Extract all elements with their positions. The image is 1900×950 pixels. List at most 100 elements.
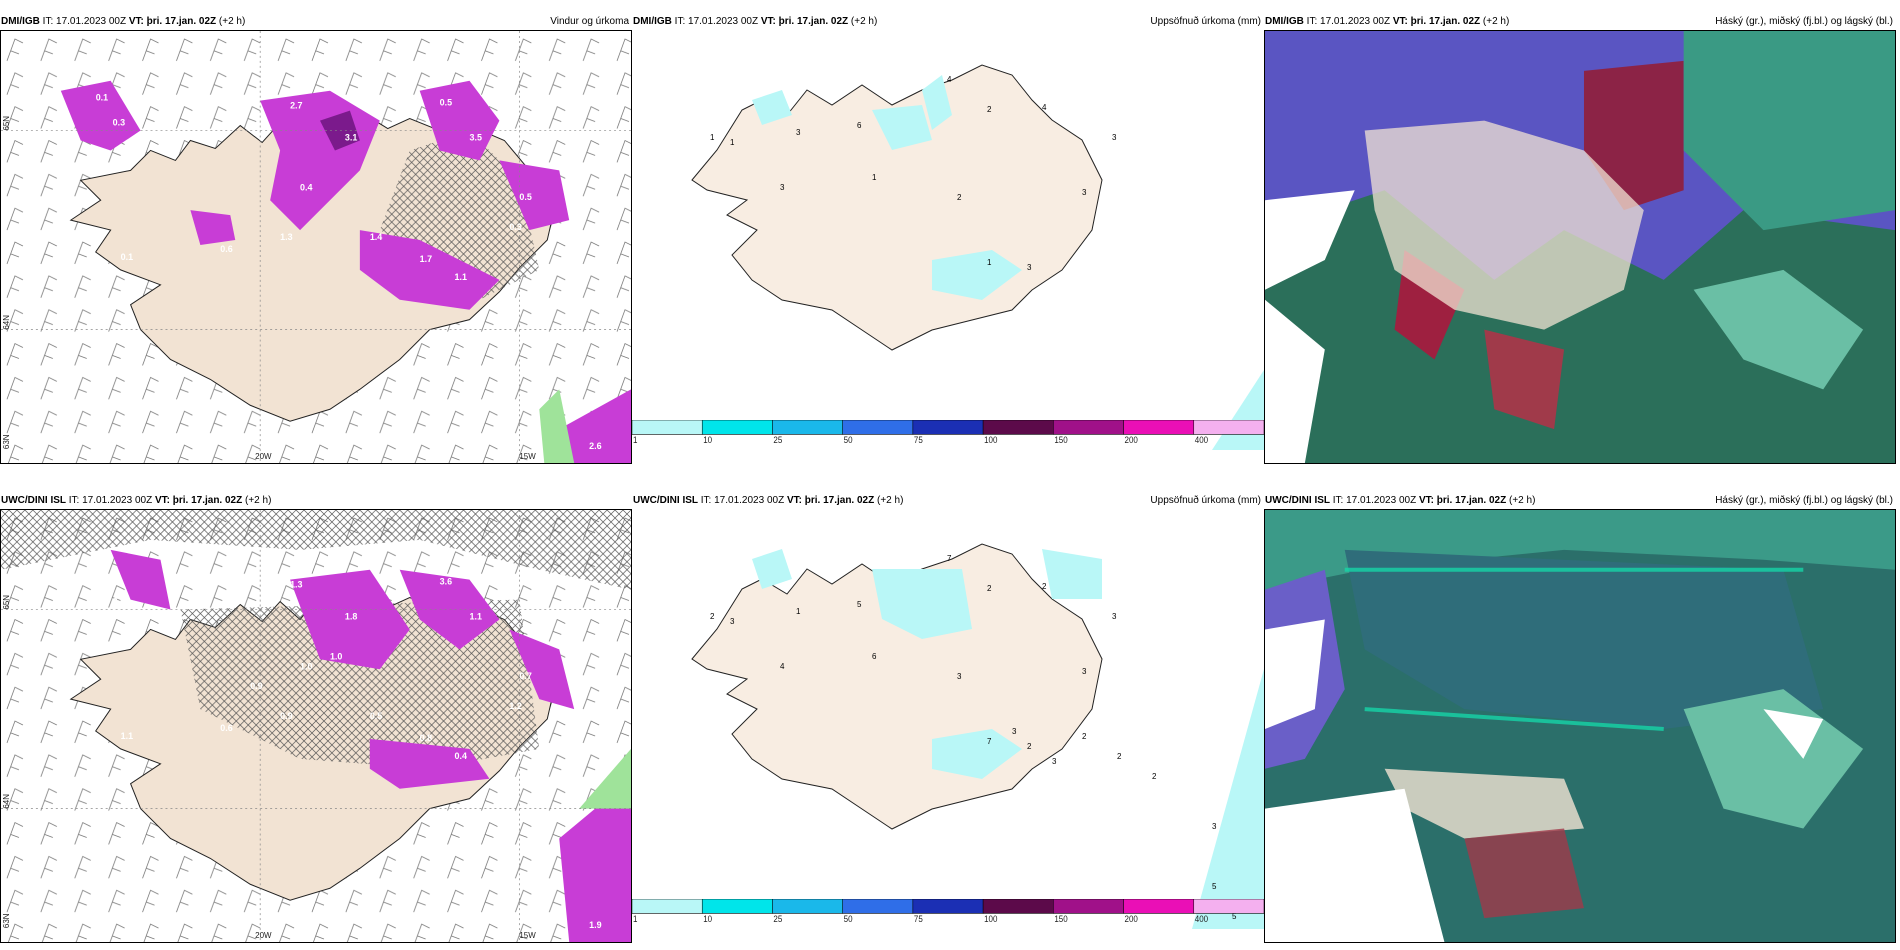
it-label: IT:	[68, 495, 80, 506]
model-name: UWC/DINI ISL	[1, 495, 66, 506]
value-label: 2.7	[290, 101, 302, 111]
colorbar: 1 10 25 50 75 100 150 200 400	[632, 420, 1264, 444]
value-label: 4	[947, 75, 952, 84]
vt-label: VT:	[1418, 495, 1434, 506]
colorbar-swatch	[1193, 420, 1264, 435]
value-label: 5	[1212, 882, 1217, 891]
init-time: 17.01.2023 00Z	[1346, 495, 1417, 506]
colorbar-tick: 50	[844, 434, 853, 444]
valid-time: þri. 17.jan. 02Z	[146, 16, 217, 27]
colorbar-swatch	[1053, 899, 1124, 914]
value-label: 6	[872, 652, 877, 661]
panel-title: Háský (gr.), miðský (fj.bl.) og lágský (…	[1715, 16, 1893, 27]
value-label: 3	[730, 617, 735, 626]
lon-label: 15W	[519, 931, 536, 940]
panel-header: UWC/DINI ISL IT: 17.01.2023 00Z VT: þri.…	[1264, 493, 1896, 509]
value-label: 0.3	[509, 222, 521, 232]
value-label: 3	[780, 183, 785, 192]
colorbar-swatch	[982, 899, 1054, 914]
value-label: 0.5	[370, 711, 382, 721]
lead-time: (+2 h)	[877, 495, 904, 506]
lat-labels: 65N 64N 63N	[2, 595, 11, 928]
value-label: 2	[1027, 742, 1032, 751]
value-label: 1.3	[290, 580, 302, 590]
value-label: 3.1	[345, 132, 357, 142]
colorbar-swatch	[1123, 420, 1195, 435]
value-label: 5	[857, 600, 862, 609]
wind-precip-map: 0.2 2.0 1.3 1.8 3.6 1.1 1.0 0.9 0.6 0.5 0.8 0.4 0.7 1…	[1, 510, 631, 942]
it-label: IT:	[1306, 16, 1318, 27]
lat-label: 65N	[2, 595, 11, 610]
lead-time: (+2 h)	[1482, 16, 1510, 27]
precip-value-labels: 0.2 2.0 1.3 1.8 3.6 1.1 1.0 0.9 0.6 0.5 0.8 0.4 0.7 1…	[96, 572, 602, 930]
panel-title: Háský (gr.), miðský (fj.bl.) og lágský (…	[1715, 495, 1893, 506]
init-time: 17.01.2023 00Z	[56, 16, 127, 27]
valid-time: þri. 17.jan. 02Z	[1410, 16, 1481, 27]
value-label: 3	[1012, 727, 1017, 736]
value-label: 3.6	[440, 577, 452, 587]
cloud-map	[1265, 510, 1895, 942]
value-label: 5	[1232, 912, 1237, 921]
colorbar-swatch	[912, 420, 984, 435]
accum-value-labels: 2 3 1 4 6 5 7 2 2 3 2 3 3 7 3 3 2 2 25 5 3 5	[710, 554, 1237, 921]
init-time: 17.01.2023 00Z	[1320, 16, 1391, 27]
colorbar-swatch	[632, 899, 703, 914]
map-frame: 0.1 0.3 2.7 3.1 0.5 3.5 0.4 1.3 0.6 1.4 1.7 1.1 0.5 0…	[0, 30, 632, 464]
it-label: IT:	[42, 16, 54, 27]
vt-label: VT:	[154, 495, 170, 506]
value-label: 0.6	[220, 723, 232, 733]
panel-header: DMI/IGB IT: 17.01.2023 00Z VT: þri. 17.j…	[0, 14, 632, 30]
value-label: 0.9	[250, 681, 262, 691]
panel-title: Uppsöfnuð úrkoma (mm)	[1150, 495, 1261, 506]
value-label: 2.6	[589, 441, 601, 451]
panel-accum-precip-uwc: UWC/DINI ISL IT: 17.01.2023 00Z VT: þri.…	[632, 493, 1264, 943]
valid-time: þri. 17.jan. 02Z	[804, 495, 875, 506]
colorbar: 1 10 25 50 75 100 150 200 400	[632, 899, 1264, 923]
value-label: 1	[872, 173, 877, 182]
valid-time: þri. 17.jan. 02Z	[172, 495, 243, 506]
accum-precip-map: 2 3 1 4 6 5 7 2 2 3 2 3 3 7 3 3 2 2 25 5 3 5	[691, 543, 1264, 929]
value-label: 1.0	[330, 651, 342, 661]
colorbar-swatch	[772, 420, 843, 435]
value-label: 3	[796, 128, 801, 137]
colorbar-swatch	[1053, 420, 1124, 435]
valid-time: þri. 17.jan. 02Z	[778, 16, 849, 27]
panel-accum-precip-dmi: DMI/IGB IT: 17.01.2023 00Z VT: þri. 17.j…	[632, 14, 1264, 464]
model-name: DMI/IGB	[1, 16, 40, 27]
valid-time: þri. 17.jan. 02Z	[1436, 495, 1507, 506]
lat-label: 64N	[2, 794, 11, 809]
colorbar-swatch	[1123, 899, 1195, 914]
value-label: 2	[1042, 582, 1047, 591]
value-label: 0.1	[121, 252, 133, 262]
colorbar-tick: 150	[1054, 913, 1067, 923]
init-time: 17.01.2023 00Z	[82, 495, 153, 506]
value-label: 1.3	[280, 232, 292, 242]
value-label: 0.6	[220, 244, 232, 254]
colorbar-swatch	[912, 899, 984, 914]
colorbar-tick: 50	[844, 913, 853, 923]
colorbar-tick: 75	[914, 913, 923, 923]
value-label: 0.1	[96, 93, 108, 103]
value-label: 1.9	[589, 920, 601, 930]
panel-wind-precip-dmi: DMI/IGB IT: 17.01.2023 00Z VT: þri. 17.j…	[0, 14, 632, 464]
colorbar-tick: 400	[1195, 913, 1208, 923]
value-label: 2	[987, 105, 992, 114]
value-label: 1.1	[470, 611, 482, 621]
panel-title: Uppsöfnuð úrkoma (mm)	[1150, 16, 1261, 27]
lon-label: 20W	[255, 931, 272, 940]
value-label: 1.1	[121, 731, 133, 741]
value-label: 3	[1082, 667, 1087, 676]
vt-label: VT:	[128, 16, 144, 27]
panel-wind-precip-uwc: UWC/DINI ISL IT: 17.01.2023 00Z VT: þri.…	[0, 493, 632, 943]
value-label: 2	[1082, 732, 1087, 741]
value-label: 7	[987, 737, 992, 746]
colorbar-tick: 1	[633, 434, 638, 444]
value-label: 2	[1117, 752, 1122, 761]
value-label: 1.7	[420, 254, 432, 264]
colorbar-tick: 10	[703, 434, 712, 444]
value-label: 7	[947, 554, 952, 563]
map-frame	[1264, 30, 1896, 464]
value-label: 6	[857, 121, 862, 130]
colorbar-tick: 1	[633, 913, 638, 923]
value-label: 0.4	[300, 182, 312, 192]
